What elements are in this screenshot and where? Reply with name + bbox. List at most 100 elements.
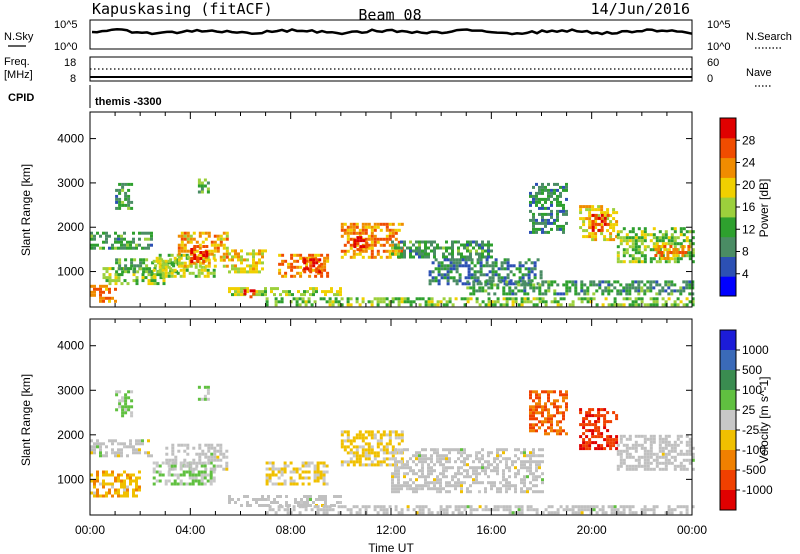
scatter-cell (466, 297, 470, 301)
scatter-cell (535, 396, 538, 400)
x-tick-label: 16:00 (476, 523, 506, 537)
scatter-cell (129, 445, 132, 449)
scatter-cell (469, 297, 473, 301)
scatter-cell (646, 437, 650, 441)
scatter-cell (649, 257, 653, 261)
scatter-cell (400, 451, 403, 455)
scatter-cell (619, 458, 623, 462)
scatter-cell (597, 414, 601, 418)
scatter-cell (532, 215, 535, 219)
scatter-cell (637, 245, 641, 249)
scatter-cell (580, 300, 584, 304)
scatter-cell (212, 253, 216, 257)
scatter-cell (102, 470, 105, 474)
scatter-cell (631, 505, 635, 509)
scatter-cell (589, 505, 593, 509)
scatter-cell (603, 447, 607, 451)
scatter-cell (278, 268, 282, 272)
scatter-cell (673, 239, 677, 243)
scatter-cell (454, 240, 457, 244)
scatter-cell (472, 508, 476, 512)
scatter-cell (158, 464, 162, 468)
scatter-cell (397, 490, 400, 494)
scatter-cell (319, 297, 323, 301)
scatter-cell (556, 303, 560, 307)
scatter-cell (562, 206, 565, 210)
scatter-cell (667, 292, 671, 296)
scatter-cell (673, 443, 677, 447)
scatter-cell (213, 234, 217, 238)
scatter-cell (198, 461, 202, 465)
scatter-cell (361, 297, 365, 301)
scatter-cell (691, 283, 695, 287)
scatter-cell (99, 296, 102, 300)
scatter-cell (292, 482, 296, 486)
scatter-cell (538, 212, 541, 216)
scatter-cell (502, 475, 505, 479)
scatter-cell (637, 458, 641, 462)
scatter-cell (327, 290, 330, 294)
scatter-cell (455, 270, 459, 274)
scatter-cell (121, 408, 125, 412)
scatter-cell (637, 236, 641, 240)
scatter-cell (476, 258, 480, 262)
scatter-cell (518, 267, 522, 271)
scatter-cell (660, 245, 664, 248)
scatter-cell (168, 467, 172, 471)
scatter-cell (663, 245, 667, 248)
scatter-cell (681, 251, 685, 254)
scatter-cell (209, 271, 213, 275)
scatter-cell (252, 289, 256, 293)
scatter-cell (475, 243, 478, 247)
scatter-cell (280, 297, 284, 301)
scatter-cell (316, 476, 320, 480)
scatter-cell (114, 287, 117, 291)
scatter-cell (673, 455, 677, 459)
scatter-cell (158, 473, 162, 477)
scatter-cell (687, 248, 691, 251)
scatter-cell (508, 297, 512, 301)
scatter-cell (412, 243, 415, 247)
scatter-cell (544, 390, 547, 394)
scatter-cell (406, 472, 409, 476)
scatter-cell (526, 300, 530, 304)
scatter-cell (597, 420, 601, 424)
scatter-cell (121, 405, 125, 409)
scatter-cell (619, 242, 623, 246)
scatter-cell (171, 458, 175, 462)
scatter-cell (158, 479, 162, 483)
scatter-cell (397, 300, 401, 304)
scatter-cell (240, 270, 243, 274)
scatter-cell (118, 197, 122, 201)
scatter-cell (538, 185, 541, 189)
scatter-cell (409, 255, 412, 259)
scatter-cell (691, 505, 695, 509)
scatter-cell (373, 454, 377, 458)
scatter-cell (271, 464, 275, 468)
scatter-cell (219, 452, 223, 456)
scatter-cell (582, 438, 586, 442)
scatter-cell (550, 420, 553, 424)
scatter-cell (225, 467, 229, 471)
scatter-cell (634, 260, 638, 264)
scatter-cell (376, 451, 380, 455)
scatter-cell (202, 254, 206, 257)
scatter-cell (469, 505, 473, 509)
scatter-cell (547, 283, 551, 287)
scatter-cell (634, 251, 638, 255)
scatter-cell (517, 505, 521, 509)
scatter-cell (481, 463, 484, 467)
scatter-cell (586, 300, 590, 304)
scatter-cell (105, 279, 109, 283)
scatter-cell (594, 420, 598, 424)
scatter-cell (643, 455, 647, 459)
scatter-cell (307, 482, 311, 486)
colorbar-segment (720, 236, 736, 257)
scatter-cell (606, 211, 610, 215)
scatter-cell (388, 451, 392, 455)
scatter-cell (466, 246, 469, 250)
scatter-cell (448, 252, 451, 256)
scatter-cell (303, 501, 306, 504)
scatter-cell (364, 436, 368, 440)
scatter-cell (490, 243, 493, 247)
